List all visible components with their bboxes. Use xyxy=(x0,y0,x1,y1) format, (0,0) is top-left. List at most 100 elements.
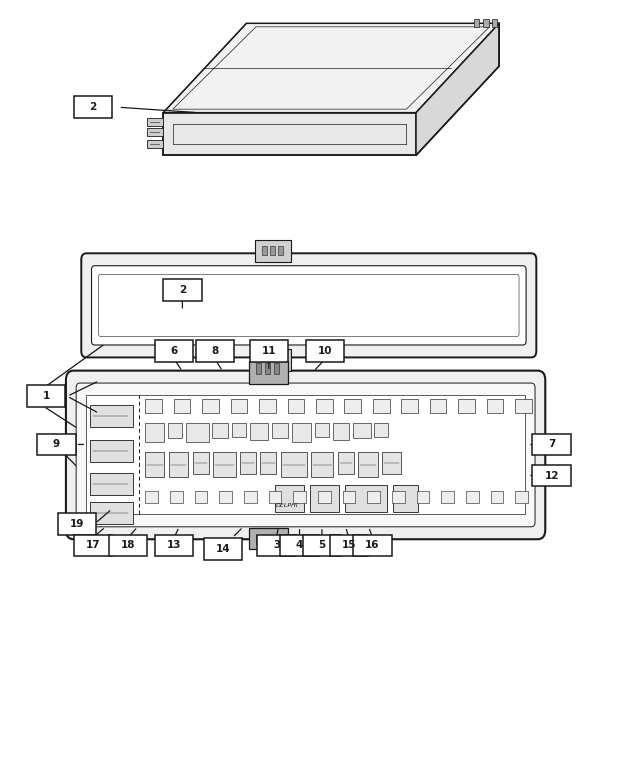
FancyBboxPatch shape xyxy=(353,535,392,556)
Bar xyxy=(262,246,267,255)
Text: 9: 9 xyxy=(52,440,60,449)
Text: 12: 12 xyxy=(545,471,559,480)
Bar xyxy=(145,399,162,413)
FancyBboxPatch shape xyxy=(155,535,193,556)
Bar xyxy=(186,423,209,442)
Text: 15: 15 xyxy=(342,541,356,550)
FancyBboxPatch shape xyxy=(163,279,202,301)
Bar xyxy=(346,485,387,512)
Bar xyxy=(292,423,311,442)
Bar xyxy=(316,399,333,413)
Bar xyxy=(483,19,489,27)
Bar xyxy=(274,535,280,544)
Bar xyxy=(353,423,371,438)
Text: 8: 8 xyxy=(211,347,219,356)
Bar xyxy=(490,491,503,503)
Bar xyxy=(374,423,388,437)
FancyBboxPatch shape xyxy=(196,340,234,362)
Text: 7: 7 xyxy=(548,440,556,449)
FancyBboxPatch shape xyxy=(74,535,112,556)
Text: 11: 11 xyxy=(262,347,276,356)
Bar xyxy=(270,357,275,365)
FancyBboxPatch shape xyxy=(27,385,65,407)
Bar xyxy=(474,19,479,27)
Bar xyxy=(147,140,163,148)
Bar xyxy=(213,452,236,477)
Bar xyxy=(367,491,380,503)
FancyBboxPatch shape xyxy=(257,535,296,556)
Bar xyxy=(272,423,288,438)
Bar xyxy=(212,423,228,438)
FancyBboxPatch shape xyxy=(204,538,242,560)
FancyBboxPatch shape xyxy=(250,340,288,362)
Text: 16: 16 xyxy=(365,541,380,550)
Bar xyxy=(394,485,418,512)
Bar xyxy=(275,485,304,512)
Bar xyxy=(90,502,133,524)
Bar xyxy=(344,399,361,413)
Bar xyxy=(373,399,390,413)
Bar xyxy=(90,405,133,427)
FancyBboxPatch shape xyxy=(92,266,526,345)
Polygon shape xyxy=(416,23,499,155)
Bar xyxy=(147,128,163,136)
Text: 14: 14 xyxy=(216,545,230,554)
Bar xyxy=(147,118,163,126)
Bar xyxy=(259,399,276,413)
Bar xyxy=(244,491,257,503)
FancyBboxPatch shape xyxy=(155,340,193,362)
Text: 13: 13 xyxy=(167,541,181,550)
Bar xyxy=(382,452,401,474)
Text: 10: 10 xyxy=(318,347,332,356)
Bar xyxy=(274,363,280,374)
Bar xyxy=(220,491,232,503)
Bar xyxy=(392,491,404,503)
Bar xyxy=(441,491,454,503)
Bar xyxy=(358,452,378,477)
Bar xyxy=(278,246,284,255)
Bar xyxy=(260,452,276,474)
Bar xyxy=(255,363,262,374)
Bar xyxy=(270,246,275,255)
FancyBboxPatch shape xyxy=(532,434,571,455)
FancyBboxPatch shape xyxy=(532,465,571,486)
Bar xyxy=(265,535,270,544)
Bar xyxy=(195,491,207,503)
Text: 3: 3 xyxy=(273,541,280,550)
Bar xyxy=(249,528,287,549)
Bar xyxy=(255,535,262,544)
Bar xyxy=(401,399,418,413)
Bar xyxy=(333,423,349,440)
Bar xyxy=(287,399,304,413)
Bar xyxy=(250,423,268,440)
Bar xyxy=(145,452,164,477)
Text: 17: 17 xyxy=(86,541,100,550)
Bar xyxy=(232,423,246,437)
Bar xyxy=(417,491,429,503)
Bar xyxy=(86,395,525,514)
Bar xyxy=(338,452,354,474)
Bar xyxy=(318,491,331,503)
Bar xyxy=(262,357,267,365)
Bar xyxy=(169,452,188,477)
Bar xyxy=(170,491,183,503)
Bar xyxy=(293,491,306,503)
FancyBboxPatch shape xyxy=(109,535,147,556)
FancyBboxPatch shape xyxy=(58,513,96,535)
FancyBboxPatch shape xyxy=(303,535,341,556)
Text: 5: 5 xyxy=(318,541,326,550)
Bar xyxy=(342,491,355,503)
Bar xyxy=(168,423,182,438)
Bar xyxy=(466,491,479,503)
Bar xyxy=(278,357,284,365)
Polygon shape xyxy=(163,113,416,155)
FancyBboxPatch shape xyxy=(330,535,368,556)
Bar xyxy=(265,363,270,374)
Text: 18: 18 xyxy=(121,541,135,550)
Bar xyxy=(230,399,247,413)
Text: 6: 6 xyxy=(170,347,178,356)
FancyBboxPatch shape xyxy=(74,96,112,118)
Bar xyxy=(315,423,329,437)
Text: 2: 2 xyxy=(179,285,186,294)
Bar xyxy=(240,452,256,474)
